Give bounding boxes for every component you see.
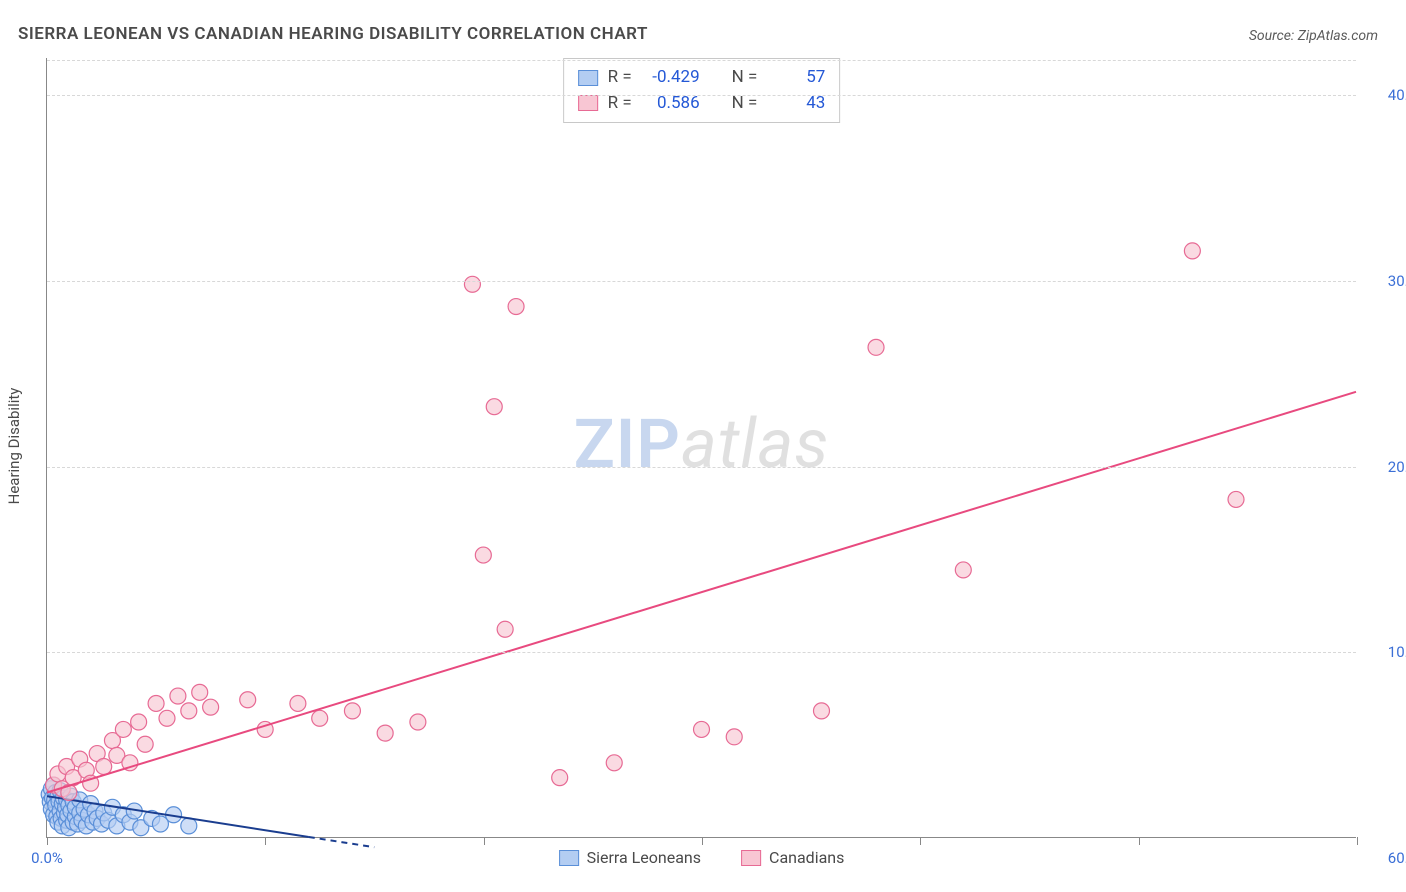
x-tick <box>265 837 266 845</box>
scatter-point <box>137 736 153 752</box>
legend-item-1: Sierra Leoneans <box>559 848 701 867</box>
scatter-point <box>486 399 502 415</box>
chart-title: SIERRA LEONEAN VS CANADIAN HEARING DISAB… <box>18 24 648 44</box>
y-tick-label: 20.0% <box>1368 458 1406 476</box>
scatter-point <box>170 688 186 704</box>
x-tick-label: 60.0% <box>1368 849 1406 867</box>
scatter-point <box>1228 491 1244 507</box>
y-axis-label: Hearing Disability <box>5 388 23 505</box>
x-tick <box>484 837 485 845</box>
legend-item-2: Canadians <box>741 848 844 867</box>
gridline-h <box>47 95 1356 96</box>
legend-label-2: Canadians <box>769 848 844 867</box>
gridline-h <box>47 60 1356 61</box>
y-tick-label: 40.0% <box>1368 86 1406 104</box>
scatter-point <box>290 695 306 711</box>
x-tick <box>702 837 703 845</box>
bottom-legend: Sierra Leoneans Canadians <box>559 848 845 867</box>
gridline-h <box>47 281 1356 282</box>
scatter-point <box>181 703 197 719</box>
scatter-point <box>508 299 524 315</box>
x-tick <box>1357 837 1358 845</box>
scatter-plot-svg <box>47 58 1356 837</box>
y-tick-label: 30.0% <box>1368 272 1406 290</box>
scatter-point <box>1184 243 1200 259</box>
scatter-point <box>694 721 710 737</box>
x-tick <box>47 837 48 845</box>
scatter-point <box>813 703 829 719</box>
scatter-point <box>410 714 426 730</box>
gridline-h <box>47 467 1356 468</box>
scatter-point <box>96 759 112 775</box>
scatter-point <box>115 721 131 737</box>
y-tick-label: 10.0% <box>1368 643 1406 661</box>
trend-line-extension <box>309 837 374 847</box>
swatch-series-1 <box>578 70 598 86</box>
scatter-point <box>868 339 884 355</box>
scatter-point <box>497 621 513 637</box>
scatter-point <box>464 276 480 292</box>
scatter-point <box>606 755 622 771</box>
gridline-h <box>47 652 1356 653</box>
scatter-point <box>131 714 147 730</box>
r-value-1: -0.429 <box>642 65 700 91</box>
legend-swatch-2 <box>741 850 761 866</box>
n-label-1: N = <box>732 65 758 91</box>
scatter-point <box>955 562 971 578</box>
scatter-point <box>377 725 393 741</box>
x-tick <box>920 837 921 845</box>
scatter-point <box>726 729 742 745</box>
x-tick-label: 0.0% <box>31 849 63 867</box>
scatter-point <box>240 692 256 708</box>
scatter-point <box>159 710 175 726</box>
scatter-point <box>181 818 197 834</box>
correlation-legend-box: R = -0.429 N = 57 R = 0.586 N = 43 <box>563 58 841 123</box>
scatter-point <box>192 684 208 700</box>
swatch-series-2 <box>578 95 598 111</box>
source-attribution: Source: ZipAtlas.com <box>1249 28 1378 44</box>
scatter-point <box>312 710 328 726</box>
r-label-1: R = <box>608 65 632 91</box>
legend-swatch-1 <box>559 850 579 866</box>
x-tick <box>1139 837 1140 845</box>
scatter-point <box>475 547 491 563</box>
legend-label-1: Sierra Leoneans <box>587 848 701 867</box>
correlation-row-1: R = -0.429 N = 57 <box>578 65 826 91</box>
scatter-point <box>344 703 360 719</box>
plot-area: ZIPatlas R = -0.429 N = 57 R = 0.586 N =… <box>46 58 1356 838</box>
scatter-point <box>552 770 568 786</box>
scatter-point <box>203 699 219 715</box>
n-value-1: 57 <box>767 65 825 91</box>
scatter-point <box>148 695 164 711</box>
